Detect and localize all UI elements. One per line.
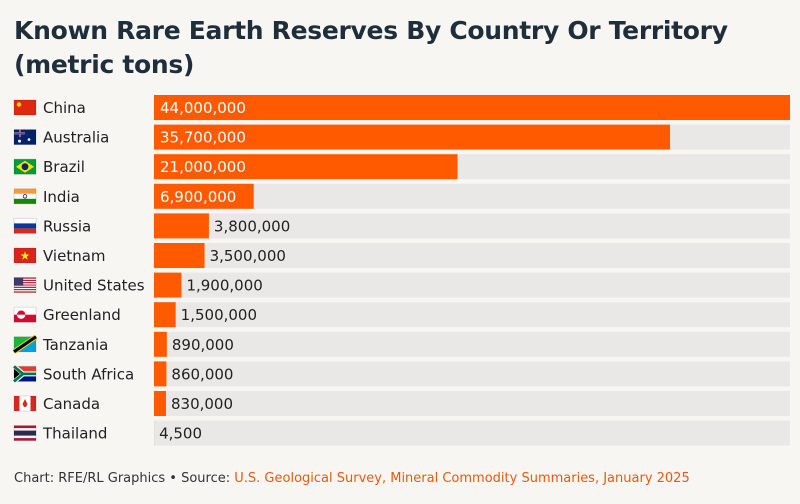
value-label: 44,000,000 [160, 99, 246, 117]
value-label: 6,900,000 [160, 188, 236, 206]
value-label: 3,800,000 [214, 217, 290, 235]
bar-track [154, 420, 790, 446]
source-link[interactable]: U.S. Geological Survey, Mineral Commodit… [234, 471, 690, 486]
bar-row: Australia 35,700,000 [13, 124, 790, 150]
category-label: United States [43, 277, 145, 295]
category-label: Canada [43, 395, 100, 413]
category-label: Greenland [43, 306, 121, 324]
bar [154, 124, 671, 150]
bar-track [154, 272, 790, 298]
value-label: 21,000,000 [160, 158, 246, 176]
chart-title: Known Rare Earth Reserves By Country Or … [14, 16, 728, 79]
category-label: China [43, 99, 86, 117]
tanzania-flag-icon [12, 334, 38, 354]
value-label: 830,000 [171, 395, 233, 413]
bar-row: Thailand 4,500 [13, 420, 790, 446]
bar-row: Brazil 21,000,000 [13, 154, 790, 180]
brazil-flag-icon [13, 158, 37, 175]
australia-flag-icon [13, 129, 37, 146]
bar-track [154, 183, 790, 209]
bar [154, 272, 182, 298]
bar [154, 95, 790, 120]
bar [154, 243, 205, 268]
category-label: Russia [43, 217, 91, 235]
footer-credit: Chart: RFE/RL Graphics • Source: [14, 471, 235, 486]
china-flag-icon [13, 99, 37, 116]
bar-row: India 6,900,000 [13, 183, 790, 209]
value-label: 1,500,000 [181, 306, 257, 324]
category-label: South Africa [43, 365, 134, 383]
bar-track [154, 213, 790, 239]
value-label: 1,900,000 [186, 277, 262, 295]
south-africa-flag-icon [12, 364, 37, 384]
category-label: Tanzania [42, 336, 108, 354]
category-label: Brazil [43, 158, 85, 176]
bar-track [154, 243, 790, 268]
bar [154, 154, 458, 180]
bar [154, 183, 254, 209]
bar-row: Tanzania 890,000 [12, 331, 790, 357]
bar-row: Russia 3,800,000 [13, 213, 790, 239]
bar [154, 391, 166, 416]
bar [154, 302, 176, 328]
value-label: 860,000 [171, 365, 233, 383]
category-label: Thailand [42, 425, 107, 443]
value-label: 35,700,000 [160, 129, 246, 147]
category-label: India [43, 188, 80, 206]
bar-row: Vietnam 3,500,000 [13, 243, 790, 268]
bar [154, 331, 167, 357]
value-label: 3,500,000 [210, 247, 286, 265]
chart-footer: Chart: RFE/RL Graphics • Source: U.S. Ge… [14, 471, 690, 486]
category-label: Vietnam [43, 247, 106, 265]
bar-row: China 44,000,000 [13, 95, 790, 120]
bar [154, 213, 209, 239]
india-flag-icon [13, 188, 37, 205]
bar-track [154, 302, 790, 328]
value-label: 4,500 [159, 425, 202, 443]
bar-row: Canada 830,000 [13, 391, 790, 416]
thailand-flag-icon [13, 425, 37, 442]
bar-track [154, 361, 790, 387]
vietnam-flag-icon [13, 247, 37, 264]
bar-track [154, 331, 790, 357]
greenland-flag-icon [13, 306, 37, 323]
canada-flag-icon [13, 395, 37, 412]
russia-flag-icon [13, 217, 37, 234]
bar [154, 361, 167, 387]
bar-track [154, 391, 790, 416]
united-states-flag-icon [13, 277, 37, 294]
category-label: Australia [43, 129, 109, 147]
bar-row: United States 1,900,000 [13, 272, 790, 298]
bar-row: Greenland 1,500,000 [13, 302, 790, 328]
value-label: 890,000 [172, 336, 234, 354]
bar-row: South Africa 860,000 [12, 361, 790, 387]
